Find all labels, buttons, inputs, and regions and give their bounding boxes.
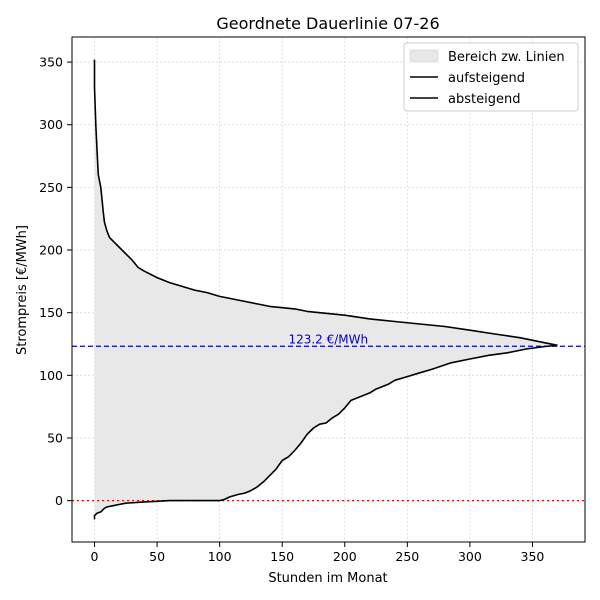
y-tick-label: 150 bbox=[39, 305, 63, 320]
x-tick-label: 50 bbox=[149, 549, 165, 564]
x-tick-label: 0 bbox=[91, 549, 99, 564]
x-axis: 0 50 100 150 200 250 300 350 bbox=[91, 542, 545, 564]
y-tick-label: 200 bbox=[39, 243, 63, 258]
series-line-aufsteigend bbox=[93, 344, 558, 520]
fill-area-between-lines bbox=[94, 59, 558, 520]
fill-layer bbox=[94, 59, 558, 520]
x-tick-label: 250 bbox=[395, 549, 419, 564]
plot-frame bbox=[71, 36, 586, 543]
x-tick-label: 100 bbox=[208, 549, 232, 564]
x-axis-label: Stunden im Monat bbox=[268, 571, 387, 586]
mean-price-annotation: 123.2 €/MWh bbox=[288, 332, 368, 346]
legend-frame bbox=[403, 42, 579, 112]
legend-label-absteigend: absteigend bbox=[448, 92, 520, 107]
legend-swatch-fill bbox=[409, 49, 439, 63]
y-tick-label: 350 bbox=[39, 55, 63, 70]
y-tick-label: 50 bbox=[47, 430, 63, 445]
x-tick-label: 300 bbox=[458, 549, 482, 564]
series-line-absteigend bbox=[93, 59, 558, 347]
y-tick-label: 250 bbox=[39, 180, 63, 195]
y-tick-label: 100 bbox=[39, 368, 63, 383]
y-axis-label: Strompreis [€/MWh] bbox=[15, 225, 30, 355]
x-tick-label: 200 bbox=[333, 549, 357, 564]
series-layer bbox=[93, 59, 558, 520]
x-tick-label: 150 bbox=[270, 549, 294, 564]
y-axis: 0 50 100 150 200 250 300 350 bbox=[39, 55, 72, 508]
y-tick-label: 300 bbox=[39, 117, 63, 132]
legend-label-aufsteigend: aufsteigend bbox=[448, 71, 525, 86]
legend: Bereich zw. Linien aufsteigend absteigen… bbox=[403, 42, 579, 112]
x-tick-label: 350 bbox=[521, 549, 545, 564]
y-tick-label: 0 bbox=[55, 493, 63, 508]
legend-label-fill: Bereich zw. Linien bbox=[448, 50, 565, 65]
chart-title: Geordnete Dauerlinie 07-26 bbox=[216, 14, 439, 33]
